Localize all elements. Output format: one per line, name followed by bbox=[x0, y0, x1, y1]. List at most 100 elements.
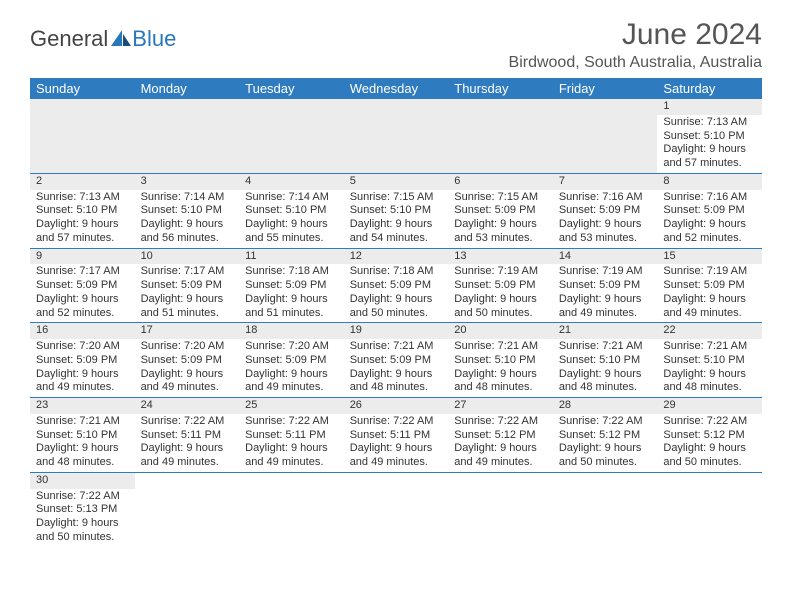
day-number: 30 bbox=[30, 473, 135, 489]
day-cell: 16Sunrise: 7:20 AMSunset: 5:09 PMDayligh… bbox=[30, 323, 135, 398]
col-sunday: Sunday bbox=[30, 78, 135, 99]
daylight-text: Daylight: 9 hours bbox=[245, 218, 338, 232]
sunrise-text: Sunrise: 7:19 AM bbox=[559, 265, 652, 279]
daylight-text: Daylight: 9 hours bbox=[36, 368, 129, 382]
table-row: 16Sunrise: 7:20 AMSunset: 5:09 PMDayligh… bbox=[30, 323, 762, 398]
table-row: 9Sunrise: 7:17 AMSunset: 5:09 PMDaylight… bbox=[30, 248, 762, 323]
sunrise-text: Sunrise: 7:21 AM bbox=[559, 340, 652, 354]
col-friday: Friday bbox=[553, 78, 658, 99]
daylight-text-2: and 49 minutes. bbox=[454, 456, 547, 470]
day-cell bbox=[239, 99, 344, 173]
day-number: 29 bbox=[657, 398, 762, 414]
day-details: Sunrise: 7:18 AMSunset: 5:09 PMDaylight:… bbox=[344, 264, 449, 322]
day-number: 27 bbox=[448, 398, 553, 414]
daylight-text-2: and 48 minutes. bbox=[350, 381, 443, 395]
day-cell bbox=[448, 472, 553, 546]
daylight-text: Daylight: 9 hours bbox=[36, 293, 129, 307]
sunset-text: Sunset: 5:10 PM bbox=[663, 354, 756, 368]
sunset-text: Sunset: 5:09 PM bbox=[559, 204, 652, 218]
day-cell bbox=[30, 99, 135, 173]
sunrise-text: Sunrise: 7:20 AM bbox=[141, 340, 234, 354]
daylight-text-2: and 49 minutes. bbox=[141, 456, 234, 470]
col-wednesday: Wednesday bbox=[344, 78, 449, 99]
sunrise-text: Sunrise: 7:20 AM bbox=[36, 340, 129, 354]
day-details: Sunrise: 7:14 AMSunset: 5:10 PMDaylight:… bbox=[135, 190, 240, 248]
day-cell: 20Sunrise: 7:21 AMSunset: 5:10 PMDayligh… bbox=[448, 323, 553, 398]
day-cell: 17Sunrise: 7:20 AMSunset: 5:09 PMDayligh… bbox=[135, 323, 240, 398]
day-cell: 11Sunrise: 7:18 AMSunset: 5:09 PMDayligh… bbox=[239, 248, 344, 323]
daylight-text: Daylight: 9 hours bbox=[663, 442, 756, 456]
sunset-text: Sunset: 5:09 PM bbox=[36, 279, 129, 293]
daylight-text-2: and 49 minutes. bbox=[245, 456, 338, 470]
day-cell bbox=[344, 472, 449, 546]
day-details: Sunrise: 7:16 AMSunset: 5:09 PMDaylight:… bbox=[553, 190, 658, 248]
day-cell: 10Sunrise: 7:17 AMSunset: 5:09 PMDayligh… bbox=[135, 248, 240, 323]
sunrise-text: Sunrise: 7:18 AM bbox=[350, 265, 443, 279]
day-cell bbox=[553, 99, 658, 173]
day-details: Sunrise: 7:19 AMSunset: 5:09 PMDaylight:… bbox=[448, 264, 553, 322]
daylight-text-2: and 50 minutes. bbox=[454, 307, 547, 321]
daylight-text: Daylight: 9 hours bbox=[245, 442, 338, 456]
day-details: Sunrise: 7:15 AMSunset: 5:09 PMDaylight:… bbox=[448, 190, 553, 248]
sunrise-text: Sunrise: 7:20 AM bbox=[245, 340, 338, 354]
daylight-text: Daylight: 9 hours bbox=[454, 218, 547, 232]
daylight-text-2: and 49 minutes. bbox=[141, 381, 234, 395]
daylight-text-2: and 52 minutes. bbox=[36, 307, 129, 321]
day-details: Sunrise: 7:22 AMSunset: 5:11 PMDaylight:… bbox=[344, 414, 449, 472]
day-cell bbox=[344, 99, 449, 173]
sunset-text: Sunset: 5:12 PM bbox=[559, 429, 652, 443]
day-cell: 18Sunrise: 7:20 AMSunset: 5:09 PMDayligh… bbox=[239, 323, 344, 398]
daylight-text-2: and 57 minutes. bbox=[36, 232, 129, 246]
day-details: Sunrise: 7:22 AMSunset: 5:12 PMDaylight:… bbox=[657, 414, 762, 472]
day-number: 24 bbox=[135, 398, 240, 414]
day-number: 28 bbox=[553, 398, 658, 414]
daylight-text-2: and 56 minutes. bbox=[141, 232, 234, 246]
daylight-text-2: and 57 minutes. bbox=[663, 157, 756, 171]
sunrise-text: Sunrise: 7:16 AM bbox=[663, 191, 756, 205]
day-cell: 15Sunrise: 7:19 AMSunset: 5:09 PMDayligh… bbox=[657, 248, 762, 323]
day-cell: 13Sunrise: 7:19 AMSunset: 5:09 PMDayligh… bbox=[448, 248, 553, 323]
day-cell bbox=[657, 472, 762, 546]
day-cell: 2Sunrise: 7:13 AMSunset: 5:10 PMDaylight… bbox=[30, 173, 135, 248]
day-number: 14 bbox=[553, 249, 658, 265]
day-cell bbox=[135, 99, 240, 173]
day-details: Sunrise: 7:19 AMSunset: 5:09 PMDaylight:… bbox=[553, 264, 658, 322]
daylight-text: Daylight: 9 hours bbox=[454, 368, 547, 382]
day-number: 20 bbox=[448, 323, 553, 339]
day-cell: 24Sunrise: 7:22 AMSunset: 5:11 PMDayligh… bbox=[135, 398, 240, 473]
daylight-text: Daylight: 9 hours bbox=[559, 368, 652, 382]
day-number: 21 bbox=[553, 323, 658, 339]
day-number: 7 bbox=[553, 174, 658, 190]
daylight-text-2: and 50 minutes. bbox=[36, 531, 129, 545]
daylight-text: Daylight: 9 hours bbox=[454, 293, 547, 307]
daylight-text-2: and 48 minutes. bbox=[36, 456, 129, 470]
daylight-text: Daylight: 9 hours bbox=[663, 293, 756, 307]
day-cell: 30Sunrise: 7:22 AMSunset: 5:13 PMDayligh… bbox=[30, 472, 135, 546]
day-details: Sunrise: 7:13 AMSunset: 5:10 PMDaylight:… bbox=[30, 190, 135, 248]
day-cell: 22Sunrise: 7:21 AMSunset: 5:10 PMDayligh… bbox=[657, 323, 762, 398]
sunrise-text: Sunrise: 7:19 AM bbox=[454, 265, 547, 279]
daylight-text-2: and 50 minutes. bbox=[559, 456, 652, 470]
sunset-text: Sunset: 5:09 PM bbox=[141, 354, 234, 368]
day-details: Sunrise: 7:17 AMSunset: 5:09 PMDaylight:… bbox=[30, 264, 135, 322]
logo: General Blue bbox=[30, 18, 176, 52]
daylight-text: Daylight: 9 hours bbox=[663, 368, 756, 382]
daylight-text-2: and 48 minutes. bbox=[559, 381, 652, 395]
sunrise-text: Sunrise: 7:15 AM bbox=[350, 191, 443, 205]
sunrise-text: Sunrise: 7:21 AM bbox=[36, 415, 129, 429]
title-block: June 2024 Birdwood, South Australia, Aus… bbox=[509, 18, 762, 72]
sunrise-text: Sunrise: 7:22 AM bbox=[559, 415, 652, 429]
day-cell: 8Sunrise: 7:16 AMSunset: 5:09 PMDaylight… bbox=[657, 173, 762, 248]
location: Birdwood, South Australia, Australia bbox=[509, 54, 762, 72]
sunset-text: Sunset: 5:13 PM bbox=[36, 503, 129, 517]
day-number: 26 bbox=[344, 398, 449, 414]
daylight-text: Daylight: 9 hours bbox=[245, 293, 338, 307]
sunset-text: Sunset: 5:09 PM bbox=[454, 279, 547, 293]
sunset-text: Sunset: 5:11 PM bbox=[141, 429, 234, 443]
day-number: 19 bbox=[344, 323, 449, 339]
day-number: 4 bbox=[239, 174, 344, 190]
sunset-text: Sunset: 5:10 PM bbox=[350, 204, 443, 218]
sunrise-text: Sunrise: 7:22 AM bbox=[350, 415, 443, 429]
sunset-text: Sunset: 5:12 PM bbox=[454, 429, 547, 443]
daylight-text-2: and 51 minutes. bbox=[245, 307, 338, 321]
